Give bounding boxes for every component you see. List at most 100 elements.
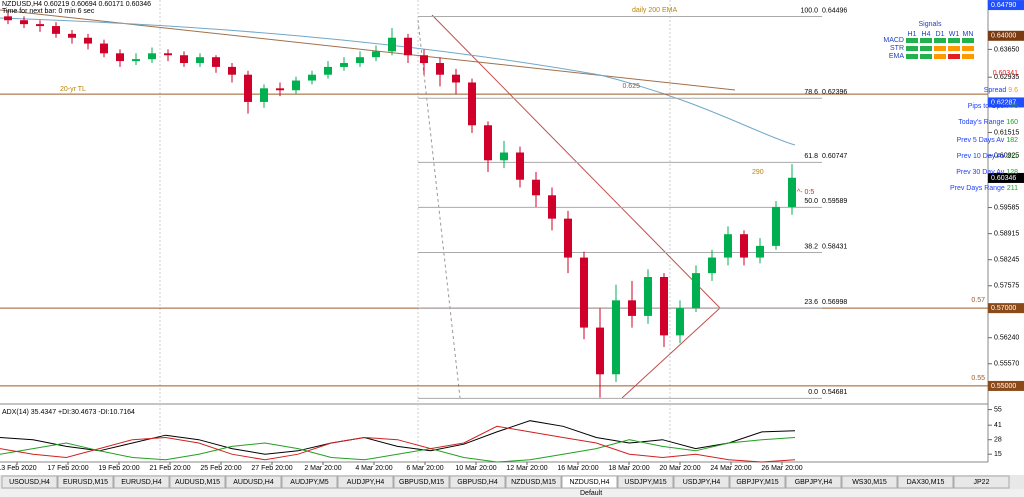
tab-label[interactable]: USOUSD,H4: [9, 479, 50, 486]
stat-value: 182: [1006, 137, 1018, 144]
fib-level: 23.6: [804, 299, 818, 306]
tab-label[interactable]: AUDJPY,H4: [347, 479, 385, 486]
tab-label[interactable]: GBPUSD,M15: [399, 479, 444, 486]
candle-body: [452, 74, 460, 83]
annotation: ^- 0:5: [797, 189, 814, 196]
candle-body: [676, 308, 684, 336]
stat-label: Prev Days Range: [950, 185, 1005, 192]
stat: Prev 5 Days Av 182: [957, 137, 1019, 144]
signal-box: [948, 46, 960, 51]
x-tick-label: 18 Mar 20:00: [608, 465, 649, 472]
candle-body: [596, 327, 604, 375]
tab-label[interactable]: WS30,M15: [852, 479, 887, 486]
tab-label[interactable]: NZDUSD,H4: [569, 479, 609, 486]
chart-subtitle: Time for next bar: 0 min 6 sec: [2, 8, 95, 15]
candle-body: [420, 55, 428, 64]
fib-price: 0.62396: [822, 89, 847, 96]
stat: Today's Range 160: [958, 119, 1018, 126]
y-tick-label: 55: [994, 406, 1002, 413]
tab-label[interactable]: DAX30,M15: [907, 479, 945, 486]
y-tick-label: 0.55570: [994, 361, 1019, 368]
candle-body: [484, 125, 492, 161]
candle-body: [660, 277, 668, 336]
y-tick-label: 0.58245: [994, 257, 1019, 264]
x-tick-label: 19 Feb 20:00: [98, 465, 139, 472]
x-tick-label: 27 Feb 20:00: [251, 465, 292, 472]
stat: Pips to Open 76: [968, 103, 1018, 110]
candle-body: [532, 179, 540, 196]
tab-label[interactable]: AUDUSD,H4: [233, 479, 274, 486]
tab-label[interactable]: EURUSD,H4: [121, 479, 162, 486]
tab-label[interactable]: GBPJPY,M15: [736, 479, 778, 486]
tab-label[interactable]: AUDUSD,M15: [175, 479, 220, 486]
fib-level: 100.0: [800, 7, 818, 14]
tab[interactable]: [57, 475, 114, 489]
tab-label[interactable]: JP22: [974, 479, 990, 486]
level-label: 0.57: [971, 297, 985, 304]
candle-body: [148, 53, 156, 60]
x-tick-label: 4 Mar 20:00: [355, 465, 392, 472]
tab[interactable]: [505, 475, 562, 489]
tab[interactable]: [225, 475, 282, 489]
candle-body: [292, 80, 300, 91]
candle-body: [580, 257, 588, 328]
x-tick-label: 2 Mar 20:00: [304, 465, 341, 472]
price-marker-label: 0.55000: [991, 383, 1016, 390]
tab-label[interactable]: GBPJPY,H4: [795, 479, 833, 486]
tab-label[interactable]: NZDUSD,M15: [511, 479, 556, 486]
stat-label: Prev 30 Day Av: [956, 169, 1005, 176]
tab[interactable]: [953, 475, 1010, 489]
y-tick-label: 0.60925: [994, 152, 1019, 159]
tab-label[interactable]: USDJPY,M15: [624, 479, 666, 486]
candle-body: [36, 24, 44, 27]
tab[interactable]: [169, 475, 226, 489]
candle-body: [260, 88, 268, 102]
tab[interactable]: [617, 475, 674, 489]
tab[interactable]: [1, 475, 58, 489]
candle-body: [548, 195, 556, 219]
candle-body: [692, 273, 700, 309]
x-tick-label: 13 Feb 2020: [0, 465, 37, 472]
candle-body: [196, 57, 204, 64]
candle-body: [708, 257, 716, 274]
tab[interactable]: [561, 475, 618, 489]
price-marker-label: 0.64000: [991, 33, 1016, 40]
tab-label[interactable]: AUDJPY,M5: [290, 479, 328, 486]
candle-body: [84, 37, 92, 44]
tab[interactable]: [449, 475, 506, 489]
tab[interactable]: [785, 475, 842, 489]
candle-body: [52, 26, 60, 34]
candle-body: [788, 177, 796, 207]
price-marker: [988, 30, 1024, 41]
stat-label: Pips to Open: [968, 103, 1009, 110]
signal-box: [934, 38, 946, 43]
y-tick-label: 0.56240: [994, 335, 1019, 342]
tab-label[interactable]: USDJPY,H4: [683, 479, 721, 486]
candle-body: [724, 234, 732, 258]
tab-label[interactable]: EURUSD,M15: [63, 479, 108, 486]
tab[interactable]: [281, 475, 338, 489]
tab[interactable]: [897, 475, 954, 489]
price-marker: [988, 380, 1024, 391]
tab[interactable]: [337, 475, 394, 489]
x-tick-label: 17 Feb 20:00: [47, 465, 88, 472]
stat-value: 9.6: [1008, 87, 1018, 94]
tab[interactable]: [729, 475, 786, 489]
price-marker: [988, 0, 1024, 11]
tab[interactable]: [673, 475, 730, 489]
x-tick-label: 12 Mar 20:00: [506, 465, 547, 472]
tab[interactable]: [393, 475, 450, 489]
tab[interactable]: [841, 475, 898, 489]
candle-body: [404, 37, 412, 56]
y-tick-label: 0.59585: [994, 204, 1019, 211]
candle-body: [356, 57, 364, 64]
tab-label[interactable]: GBPUSD,H4: [457, 479, 498, 486]
y-tick-label: 0.62935: [994, 74, 1019, 81]
stat-label: Prev 5 Days Av: [957, 137, 1005, 144]
y-tick-label: 0.63650: [994, 46, 1019, 53]
signal-name: MACD: [883, 37, 904, 44]
tab[interactable]: [113, 475, 170, 489]
fib-level: 78.6: [804, 89, 818, 96]
fib-price: 0.54681: [822, 389, 847, 396]
